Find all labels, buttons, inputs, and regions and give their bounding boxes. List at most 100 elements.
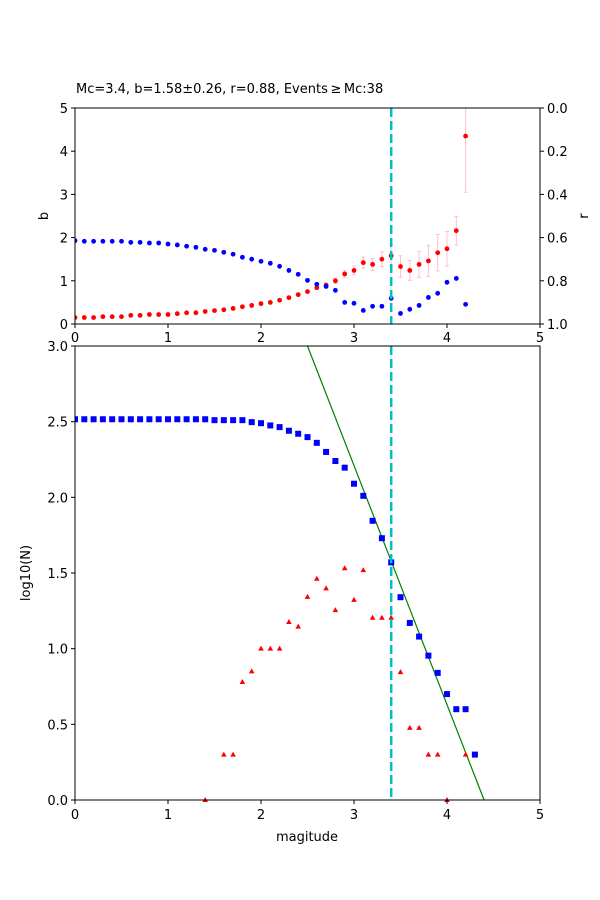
cumulative-point	[220, 417, 227, 424]
b-point	[109, 314, 115, 320]
noncumulative-point	[258, 645, 264, 651]
noncumulative-point	[462, 751, 469, 757]
noncumulative-point	[276, 645, 283, 651]
b-point	[156, 312, 162, 317]
cumulative-point	[341, 464, 348, 471]
cumulative-point	[406, 619, 413, 626]
r-point	[267, 260, 273, 266]
b-point	[100, 314, 106, 320]
noncumulative-point	[407, 724, 413, 730]
cumulative-point	[378, 535, 385, 542]
b-point	[184, 310, 190, 316]
b-point	[267, 300, 273, 305]
b-point	[453, 228, 459, 234]
noncumulative-point	[369, 614, 376, 620]
cumulative-point	[248, 419, 255, 426]
y-tick-label: 0	[60, 318, 68, 333]
b-point	[351, 268, 357, 273]
r-point	[193, 244, 199, 250]
y-right-tick-label: 0.2	[547, 145, 568, 160]
b-point	[398, 264, 403, 269]
r-point	[407, 306, 413, 312]
top-ylabel-r: r	[577, 213, 592, 219]
r-point	[370, 303, 375, 309]
y-right-tick-label: 1.0	[547, 318, 568, 333]
r-point	[351, 300, 357, 306]
b-point	[240, 304, 245, 310]
r-point	[230, 251, 236, 257]
r-point	[202, 246, 208, 252]
r-point	[100, 238, 106, 244]
b-point	[174, 311, 180, 317]
chart-title: Mc=3.4, b=1.58±0.26, r=0.88, Events ≥ Mc…	[76, 82, 383, 97]
axes-frame	[74, 107, 541, 325]
y-tick-label: 3.0	[47, 340, 68, 355]
cumulative-point	[81, 416, 88, 423]
noncumulative-point	[341, 565, 348, 571]
plot-area	[75, 346, 485, 802]
cumulative-point	[416, 633, 423, 640]
y-tick-label: 3	[60, 188, 68, 203]
b-point	[212, 308, 217, 314]
r-point	[221, 249, 227, 255]
b-point	[81, 315, 87, 320]
b-point	[314, 285, 320, 291]
cumulative-point	[276, 424, 283, 431]
r-point	[258, 258, 264, 264]
b-point	[75, 315, 78, 320]
r-point	[277, 263, 282, 269]
b-point	[435, 250, 441, 256]
r-point	[379, 303, 385, 309]
r-point	[240, 254, 245, 260]
b-point	[407, 268, 413, 273]
noncumulative-point	[267, 645, 274, 651]
y-right-tick-label: 0.6	[547, 232, 568, 247]
y-tick-label: 1	[60, 275, 68, 290]
cumulative-point	[165, 416, 171, 423]
top-ylabel-b: b	[37, 212, 52, 220]
noncumulative-point	[230, 751, 236, 757]
y-tick-label: 4	[60, 145, 68, 160]
cumulative-point	[183, 416, 190, 423]
r-point	[463, 301, 468, 307]
b-point	[444, 246, 450, 252]
cumulative-point	[462, 706, 469, 713]
x-tick-label: 5	[536, 808, 544, 823]
r-point	[295, 271, 301, 277]
cumulative-point	[313, 439, 320, 446]
b-point	[277, 297, 282, 303]
noncumulative-point	[397, 669, 404, 675]
r-point	[91, 238, 96, 244]
b-point	[230, 306, 236, 311]
noncumulative-point	[323, 585, 329, 591]
r-point	[416, 303, 422, 308]
r-point	[249, 256, 255, 262]
bottom-ylabel: log10(N)	[19, 545, 34, 601]
y-tick-label: 2	[60, 232, 68, 247]
cumulative-point	[444, 691, 450, 698]
cumulative-point	[90, 416, 97, 423]
cumulative-point	[127, 416, 134, 423]
r-point	[119, 238, 124, 244]
noncumulative-point	[295, 623, 301, 629]
b-point	[128, 312, 134, 318]
noncumulative-point	[379, 614, 385, 620]
b-point	[370, 261, 375, 267]
r-point	[137, 239, 143, 245]
cumulative-point	[360, 492, 367, 499]
b-point	[416, 261, 422, 267]
b-point	[426, 258, 431, 264]
cumulative-point	[295, 430, 302, 437]
r-point	[184, 243, 190, 249]
noncumulative-point	[286, 619, 292, 625]
noncumulative-point	[425, 751, 432, 757]
noncumulative-point	[314, 575, 320, 581]
x-tick-label: 3	[350, 331, 358, 346]
r-point	[75, 238, 78, 244]
cumulative-point	[434, 669, 441, 676]
y-tick-label: 0.0	[47, 794, 68, 809]
y-tick-label: 1.5	[47, 567, 68, 582]
b-point	[119, 314, 124, 320]
x-tick-label: 0	[71, 331, 79, 346]
